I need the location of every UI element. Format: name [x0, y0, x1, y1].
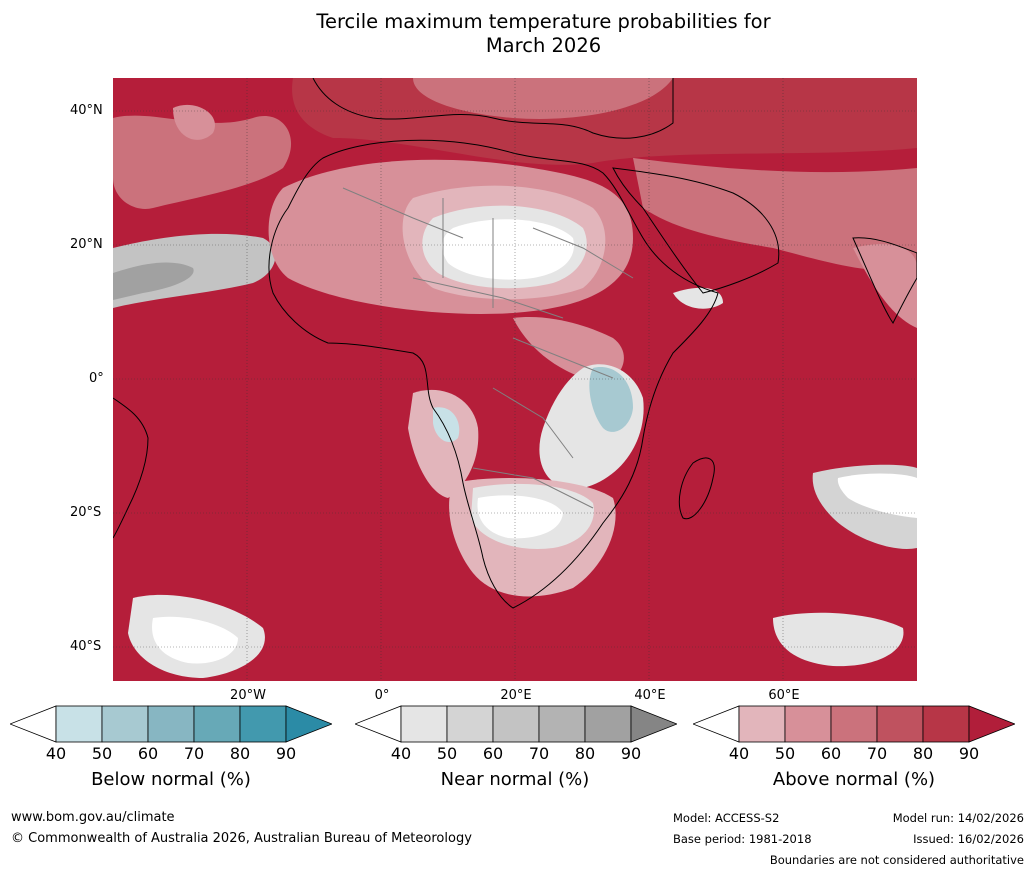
lon-label-20e: 20°E — [500, 688, 532, 703]
colorbar-tick-label: 70 — [866, 744, 888, 763]
colorbar-tick-label: 60 — [482, 744, 504, 763]
probability-map — [113, 78, 917, 681]
colorbar-segment — [538, 705, 586, 743]
zone-south-africa-white — [477, 495, 563, 539]
arabia-outline — [612, 167, 780, 294]
zone-sahara-white — [441, 219, 574, 280]
colorbar-tick-label: 70 — [183, 744, 205, 763]
colorbar-above-normal — [693, 705, 1015, 743]
colorbar-segment — [922, 705, 970, 743]
colorbar-below-normal — [10, 705, 332, 743]
zone-india — [853, 244, 917, 328]
colorbar-tick-label: 50 — [436, 744, 458, 763]
zone-south-indian-near — [773, 612, 904, 667]
colorbar-tick-label: 70 — [528, 744, 550, 763]
zone-arabia — [633, 158, 917, 271]
south-america-coast — [113, 397, 149, 539]
colorbar-segment — [446, 705, 494, 743]
colorbar-under-triangle — [355, 705, 402, 743]
colorbar-segment — [400, 705, 448, 743]
zone-near-atlantic-dark — [113, 262, 194, 300]
zone-europe-light — [413, 78, 673, 119]
footer-website: www.bom.gov.au/climate — [11, 810, 175, 825]
lat-label-40s: 40°S — [70, 639, 102, 654]
zone-indian-ocean-white — [837, 473, 917, 518]
lon-label-20w: 20°W — [230, 688, 266, 703]
lon-label-0: 0° — [374, 688, 390, 703]
zone-above-50 — [173, 104, 215, 140]
colorbar-tick-label: 90 — [620, 744, 642, 763]
colorbar-segment — [492, 705, 540, 743]
colorbar-segment — [147, 705, 195, 743]
colorbar-segment — [55, 705, 103, 743]
zone-horn — [673, 287, 723, 309]
country-borders — [342, 187, 634, 509]
colorbar-over-triangle — [630, 705, 677, 743]
colorbar-tick-label: 90 — [958, 744, 980, 763]
footer-model-run: Model run: 14/02/2026 — [892, 811, 1024, 825]
colorbar-over-triangle — [285, 705, 332, 743]
colorbar-tick-label: 40 — [728, 744, 750, 763]
colorbar-segment — [784, 705, 832, 743]
footer-disclaimer: Boundaries are not considered authoritat… — [769, 853, 1024, 867]
grid-lines — [113, 78, 917, 681]
zone-angola-below — [433, 407, 460, 443]
colorbar-tick-label: 40 — [45, 744, 67, 763]
colorbar-segment — [584, 705, 632, 743]
colorbar-under-triangle — [693, 705, 740, 743]
lat-label-20s: 20°S — [70, 505, 102, 520]
lon-label-40e: 40°E — [634, 688, 666, 703]
colorbar-title-near: Near normal (%) — [440, 769, 590, 790]
colorbar-segment — [193, 705, 241, 743]
colorbar-tick-label: 60 — [820, 744, 842, 763]
colorbar-under-triangle — [10, 705, 57, 743]
colorbar-tick-label: 80 — [574, 744, 596, 763]
colorbar-tick-label: 80 — [912, 744, 934, 763]
colorbar-segment — [830, 705, 878, 743]
zone-east-africa-below — [589, 367, 633, 432]
madagascar-outline — [678, 457, 715, 520]
colorbar-tick-label: 90 — [275, 744, 297, 763]
colorbar-tick-label: 60 — [137, 744, 159, 763]
title-line-2: March 2026 — [485, 34, 602, 57]
footer-issued: Issued: 16/02/2026 — [913, 832, 1024, 846]
colorbar-tick-label: 80 — [229, 744, 251, 763]
europe-coast — [312, 78, 674, 139]
lat-label-40n: 40°N — [70, 103, 103, 118]
india-outline — [852, 237, 917, 324]
zone-above-60 — [113, 115, 292, 209]
africa-outline — [268, 139, 719, 609]
colorbar-segment — [738, 705, 786, 743]
title-line-1: Tercile maximum temperature probabilitie… — [316, 10, 771, 33]
lon-label-60e: 60°E — [768, 688, 800, 703]
colorbar-segment — [239, 705, 287, 743]
lat-label-equator: 0° — [89, 371, 104, 386]
colorbar-tick-label: 40 — [390, 744, 412, 763]
colorbar-segment — [101, 705, 149, 743]
colorbar-title-above: Above normal (%) — [772, 769, 936, 790]
colorbar-title-below: Below normal (%) — [91, 769, 251, 790]
zone-south-atlantic-white — [152, 616, 238, 664]
colorbar-over-triangle — [968, 705, 1015, 743]
footer-model: Model: ACCESS-S2 — [673, 811, 780, 825]
lat-label-20n: 20°N — [70, 237, 103, 252]
colorbar-tick-label: 50 — [774, 744, 796, 763]
colorbar-tick-label: 50 — [91, 744, 113, 763]
map-title: Tercile maximum temperature probabilitie… — [0, 10, 1035, 58]
colorbar-segment — [876, 705, 924, 743]
footer-base-period: Base period: 1981-2018 — [673, 832, 812, 846]
map-drawing — [113, 78, 917, 681]
footer-copyright: © Commonwealth of Australia 2026, Austra… — [11, 831, 472, 846]
colorbar-near-normal — [355, 705, 677, 743]
